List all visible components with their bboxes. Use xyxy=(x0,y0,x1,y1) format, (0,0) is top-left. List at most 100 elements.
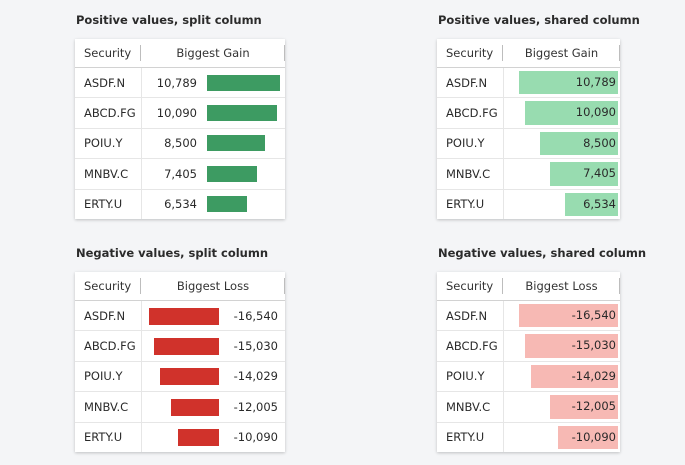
table-row[interactable]: POIU.Y -14,029 xyxy=(437,361,620,393)
value-text: -12,005 xyxy=(571,399,616,414)
loss-bar xyxy=(524,334,618,358)
bar-track xyxy=(197,196,285,213)
table-row[interactable]: ASDF.N 10,789 xyxy=(75,68,285,99)
table-row[interactable]: MNBV.C -12,005 xyxy=(437,392,620,423)
bar-track xyxy=(145,338,219,356)
panel-negative-shared: Negative values, shared column Security … xyxy=(437,245,646,452)
column-header-security[interactable]: Security xyxy=(437,272,503,300)
security-cell: ABCD.FG xyxy=(84,106,136,121)
security-cell: ERTY.U xyxy=(84,197,123,212)
table-row[interactable]: ERTY.U 6,534 xyxy=(437,189,620,219)
loss-bar xyxy=(171,398,219,416)
bar-track xyxy=(197,165,285,182)
table-row[interactable]: ERTY.U -10,090 xyxy=(75,422,285,452)
table-row[interactable]: ASDF.N -16,540 xyxy=(75,301,285,332)
gain-bar xyxy=(519,71,618,95)
gain-bar xyxy=(207,105,277,122)
security-cell: ERTY.U xyxy=(446,197,485,212)
value-cell: 6,534 xyxy=(503,189,620,219)
column-header-value[interactable]: Biggest Loss xyxy=(503,272,620,300)
security-cell: POIU.Y xyxy=(84,369,123,384)
bar-track xyxy=(197,105,285,122)
column-header-value[interactable]: Biggest Gain xyxy=(503,39,620,67)
value-cell: 8,500 xyxy=(503,128,620,159)
panel-title: Positive values, split column xyxy=(76,13,262,27)
value-text: 10,090 xyxy=(156,106,197,121)
value-cell: 10,789 xyxy=(141,68,285,98)
value-text: 7,405 xyxy=(164,166,197,181)
panel-title: Negative values, shared column xyxy=(438,246,647,260)
gain-bar xyxy=(539,131,618,156)
value-cell: -14,029 xyxy=(141,361,285,392)
table-row[interactable]: MNBV.C 7,405 xyxy=(75,159,285,190)
data-grid: Security Biggest Loss ASDF.N -16,540 ABCD.… xyxy=(75,272,285,452)
table-row[interactable]: ERTY.U -10,090 xyxy=(437,422,620,452)
security-cell: POIU.Y xyxy=(446,136,485,151)
loss-bar xyxy=(153,338,219,356)
value-cell: -15,030 xyxy=(141,331,285,361)
security-cell: ABCD.FG xyxy=(84,339,136,354)
data-grid: Security Biggest Gain ASDF.N 10,789 ABCD.F… xyxy=(75,39,285,219)
value-cell: -12,005 xyxy=(503,392,620,422)
security-cell: ERTY.U xyxy=(84,430,123,445)
bar-track xyxy=(145,368,219,386)
value-cell: 10,789 xyxy=(503,68,620,98)
column-header-value[interactable]: Biggest Loss xyxy=(141,272,285,300)
grid-header: Security Biggest Gain xyxy=(437,39,620,68)
value-cell: -12,005 xyxy=(141,392,285,422)
panel-title: Negative values, split column xyxy=(76,246,269,260)
grid-header: Security Biggest Gain xyxy=(75,39,285,68)
panel-positive-shared: Positive values, shared column Security … xyxy=(437,12,640,219)
value-text: -10,090 xyxy=(233,430,278,445)
value-text: -10,090 xyxy=(571,429,616,444)
column-header-value[interactable]: Biggest Gain xyxy=(141,39,285,67)
table-row[interactable]: ABCD.FG 10,090 xyxy=(437,98,620,129)
column-header-security[interactable]: Security xyxy=(75,39,141,67)
value-text: -12,005 xyxy=(233,399,278,414)
table-row[interactable]: ABCD.FG -15,030 xyxy=(437,331,620,362)
gain-bar xyxy=(207,165,258,182)
column-header-security[interactable]: Security xyxy=(75,272,141,300)
security-cell: ASDF.N xyxy=(446,308,488,323)
table-row[interactable]: ABCD.FG -15,030 xyxy=(75,331,285,362)
value-cell: 8,500 xyxy=(141,128,285,159)
value-cell: -15,030 xyxy=(503,331,620,361)
table-row[interactable]: POIU.Y 8,500 xyxy=(437,128,620,160)
value-cell: -14,029 xyxy=(503,361,620,392)
table-row[interactable]: MNBV.C 7,405 xyxy=(437,159,620,190)
table-row[interactable]: ERTY.U 6,534 xyxy=(75,189,285,219)
grid-header: Security Biggest Loss xyxy=(75,272,285,301)
table-row[interactable]: POIU.Y 8,500 xyxy=(75,128,285,160)
value-text: -16,540 xyxy=(571,308,616,322)
table-row[interactable]: ASDF.N 10,789 xyxy=(437,68,620,99)
security-cell: ASDF.N xyxy=(446,75,488,90)
security-cell: ASDF.N xyxy=(84,75,126,90)
security-cell: ASDF.N xyxy=(84,308,126,323)
table-row[interactable]: MNBV.C -12,005 xyxy=(75,392,285,423)
column-header-security[interactable]: Security xyxy=(437,39,503,67)
value-cell: 10,090 xyxy=(503,98,620,128)
security-cell: POIU.Y xyxy=(84,136,123,151)
value-text: 10,090 xyxy=(575,105,616,120)
gain-bar xyxy=(525,101,618,125)
value-cell: -10,090 xyxy=(141,422,285,452)
value-text: 7,405 xyxy=(583,166,616,181)
value-text: 10,789 xyxy=(575,75,616,89)
value-cell: 6,534 xyxy=(141,189,285,219)
value-cell: -16,540 xyxy=(141,301,285,331)
table-row[interactable]: POIU.Y -14,029 xyxy=(75,361,285,393)
value-text: -15,030 xyxy=(233,339,278,354)
value-text: -14,029 xyxy=(571,368,616,383)
table-row[interactable]: ASDF.N -16,540 xyxy=(437,301,620,332)
grid-header: Security Biggest Loss xyxy=(437,272,620,301)
value-cell: -16,540 xyxy=(503,301,620,331)
gain-bar xyxy=(207,196,248,213)
value-text: 8,500 xyxy=(583,135,616,150)
security-cell: ABCD.FG xyxy=(446,106,498,121)
gain-bar xyxy=(207,135,265,152)
table-row[interactable]: ABCD.FG 10,090 xyxy=(75,98,285,129)
security-cell: MNBV.C xyxy=(446,399,491,414)
loss-bar xyxy=(177,429,219,447)
panel-positive-split: Positive values, split column Security B… xyxy=(75,12,285,219)
value-text: 6,534 xyxy=(164,197,197,212)
